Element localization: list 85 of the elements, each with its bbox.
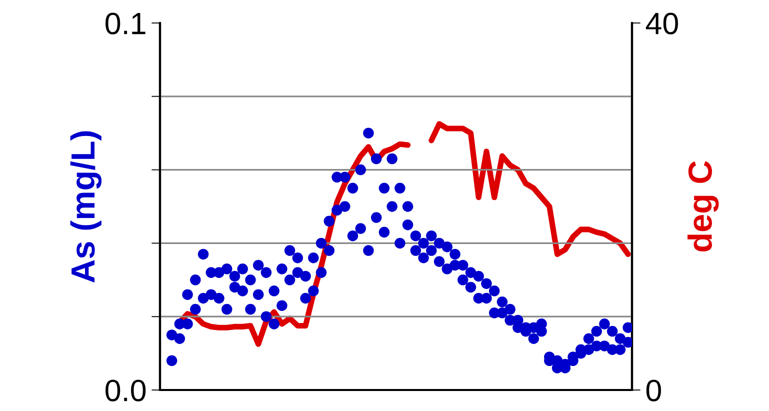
point bbox=[434, 238, 445, 249]
point bbox=[355, 223, 366, 234]
y2-tick-label: 40 bbox=[646, 12, 678, 34]
point bbox=[481, 292, 492, 304]
point bbox=[221, 304, 232, 315]
point bbox=[252, 260, 264, 271]
point bbox=[386, 201, 398, 212]
point bbox=[174, 333, 186, 344]
point bbox=[386, 153, 398, 164]
point bbox=[316, 267, 327, 278]
point bbox=[378, 226, 390, 238]
y-tick-label: 0.1 bbox=[106, 12, 146, 34]
point bbox=[284, 245, 296, 256]
point bbox=[528, 333, 540, 344]
point bbox=[339, 201, 350, 212]
point bbox=[190, 274, 201, 286]
point bbox=[394, 182, 406, 194]
point bbox=[402, 219, 414, 230]
point bbox=[496, 296, 508, 308]
point bbox=[370, 153, 382, 164]
point bbox=[481, 278, 492, 289]
point bbox=[599, 318, 610, 330]
point bbox=[442, 241, 453, 252]
point bbox=[426, 230, 437, 242]
point bbox=[496, 308, 508, 318]
point bbox=[339, 172, 350, 183]
point bbox=[268, 286, 280, 296]
point bbox=[370, 212, 382, 223]
point bbox=[591, 326, 602, 337]
point bbox=[426, 245, 437, 256]
point bbox=[378, 182, 390, 194]
point bbox=[237, 264, 248, 274]
point bbox=[324, 216, 335, 227]
point bbox=[260, 267, 272, 278]
point bbox=[229, 270, 240, 282]
point bbox=[182, 318, 193, 330]
point bbox=[488, 286, 500, 296]
point bbox=[583, 333, 594, 344]
y2-tick-label: 0 bbox=[646, 380, 661, 402]
point bbox=[245, 304, 256, 315]
point bbox=[363, 128, 374, 138]
y2-axis-title: deg C bbox=[688, 161, 719, 252]
point bbox=[166, 355, 178, 366]
point bbox=[418, 252, 429, 264]
point bbox=[614, 344, 626, 356]
point bbox=[252, 289, 264, 300]
y-axis-title: As (mg/L) bbox=[70, 131, 102, 283]
point bbox=[363, 245, 374, 256]
point bbox=[457, 274, 468, 286]
point bbox=[473, 270, 484, 282]
point bbox=[450, 260, 460, 271]
point bbox=[410, 230, 422, 242]
point bbox=[214, 292, 224, 304]
point bbox=[394, 238, 406, 249]
point bbox=[300, 292, 311, 304]
point bbox=[347, 230, 358, 242]
point bbox=[260, 311, 272, 322]
point bbox=[276, 300, 288, 311]
point bbox=[347, 182, 358, 194]
point bbox=[324, 245, 335, 256]
point bbox=[190, 304, 201, 315]
point bbox=[410, 245, 422, 256]
point bbox=[504, 314, 516, 326]
point bbox=[198, 248, 209, 260]
point bbox=[465, 282, 476, 293]
y-tick-label: 0.0 bbox=[106, 380, 146, 402]
point bbox=[284, 274, 296, 286]
point bbox=[245, 274, 256, 286]
point bbox=[606, 326, 618, 337]
point bbox=[182, 289, 193, 300]
point bbox=[402, 201, 414, 212]
point bbox=[268, 318, 280, 330]
point bbox=[450, 248, 460, 260]
point bbox=[276, 264, 288, 274]
point bbox=[434, 256, 445, 267]
point bbox=[355, 164, 366, 176]
point bbox=[237, 286, 248, 296]
point bbox=[292, 252, 304, 264]
point bbox=[292, 267, 304, 278]
point bbox=[221, 264, 232, 274]
point bbox=[418, 238, 429, 249]
point bbox=[308, 286, 319, 296]
point bbox=[308, 252, 319, 264]
point bbox=[316, 238, 327, 249]
point bbox=[229, 282, 240, 293]
